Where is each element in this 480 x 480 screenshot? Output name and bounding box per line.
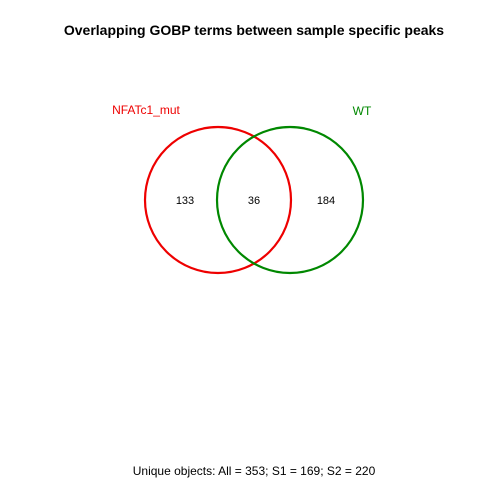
count-only-wt: 184: [317, 195, 335, 207]
unique-objects-summary: Unique objects: All = 353; S1 = 169; S2 …: [133, 464, 376, 478]
set-label-nfatc1-mut: NFATc1_mut: [112, 103, 180, 117]
count-intersection: 36: [248, 195, 260, 207]
set-label-wt: WT: [353, 104, 372, 118]
count-only-nfatc1-mut: 133: [176, 195, 194, 207]
diagram-title: Overlapping GOBP terms between sample sp…: [64, 22, 444, 38]
set-circle-wt: [215, 125, 365, 275]
set-circle-nfatc1-mut: [143, 125, 293, 275]
